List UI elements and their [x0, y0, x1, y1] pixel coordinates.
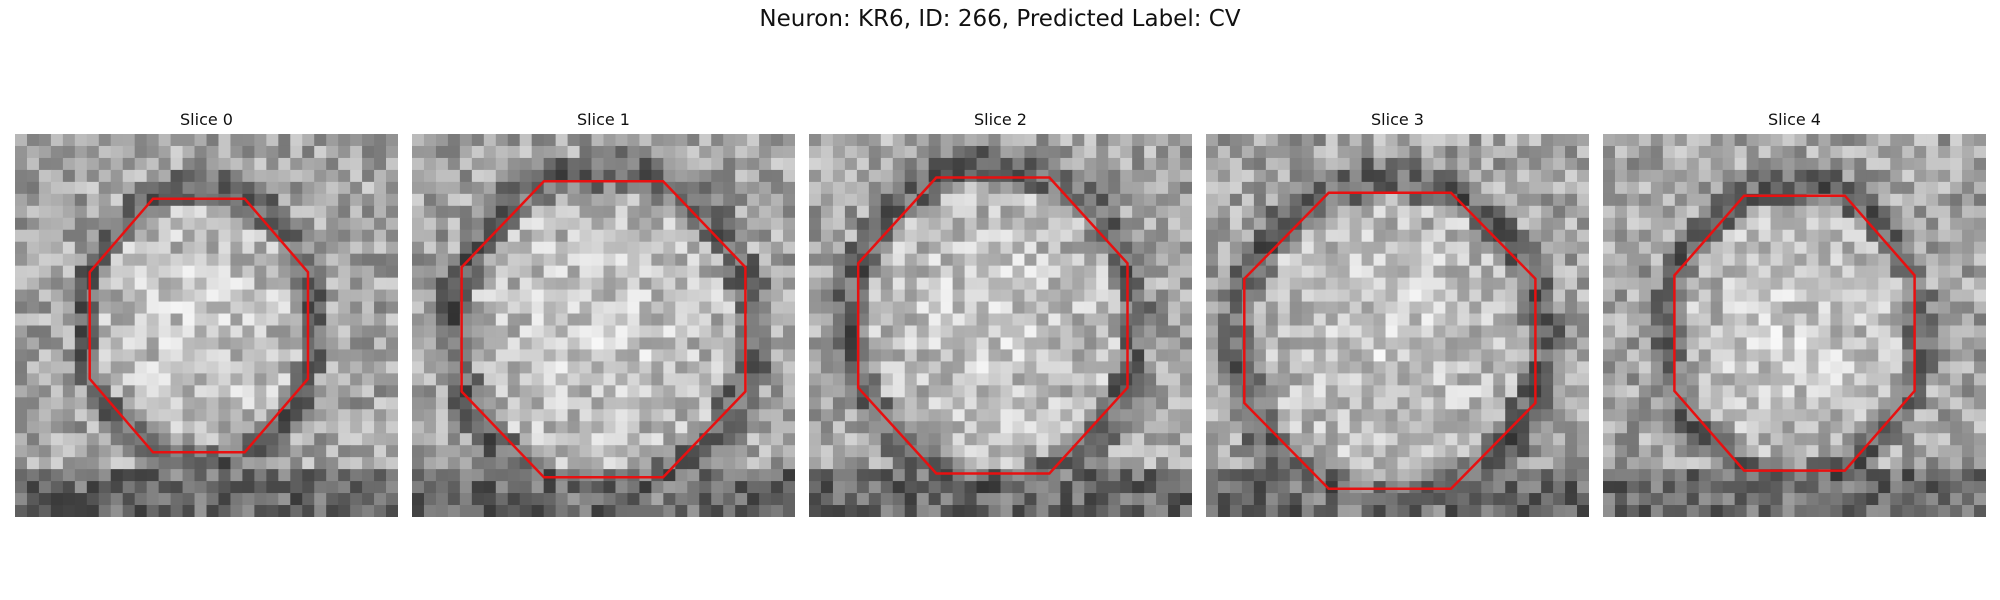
slice-panel-4: Slice 4: [1603, 108, 1986, 517]
slice-panel-1: Slice 1: [412, 108, 795, 517]
figure-title: Neuron: KR6, ID: 266, Predicted Label: C…: [759, 6, 1241, 32]
segmentation-contour: [1243, 191, 1537, 491]
slice-title: Slice 2: [974, 110, 1027, 129]
segmentation-contour: [460, 180, 747, 479]
slice-image: [15, 134, 398, 517]
slice-title: Slice 3: [1371, 110, 1424, 129]
segmentation-contour: [856, 176, 1129, 475]
segmentation-contour: [1673, 194, 1916, 472]
slice-title: Slice 0: [180, 110, 233, 129]
slice-panel-0: Slice 0: [15, 108, 398, 517]
segmentation-contour: [88, 197, 310, 454]
slice-panel-2: Slice 2: [809, 108, 1192, 517]
slice-title: Slice 4: [1768, 110, 1821, 129]
slice-image: [1206, 134, 1589, 517]
slice-image: [809, 134, 1192, 517]
slice-image: [1603, 134, 1986, 517]
slice-image: [412, 134, 795, 517]
slice-title: Slice 1: [577, 110, 630, 129]
slice-panel-3: Slice 3: [1206, 108, 1589, 517]
